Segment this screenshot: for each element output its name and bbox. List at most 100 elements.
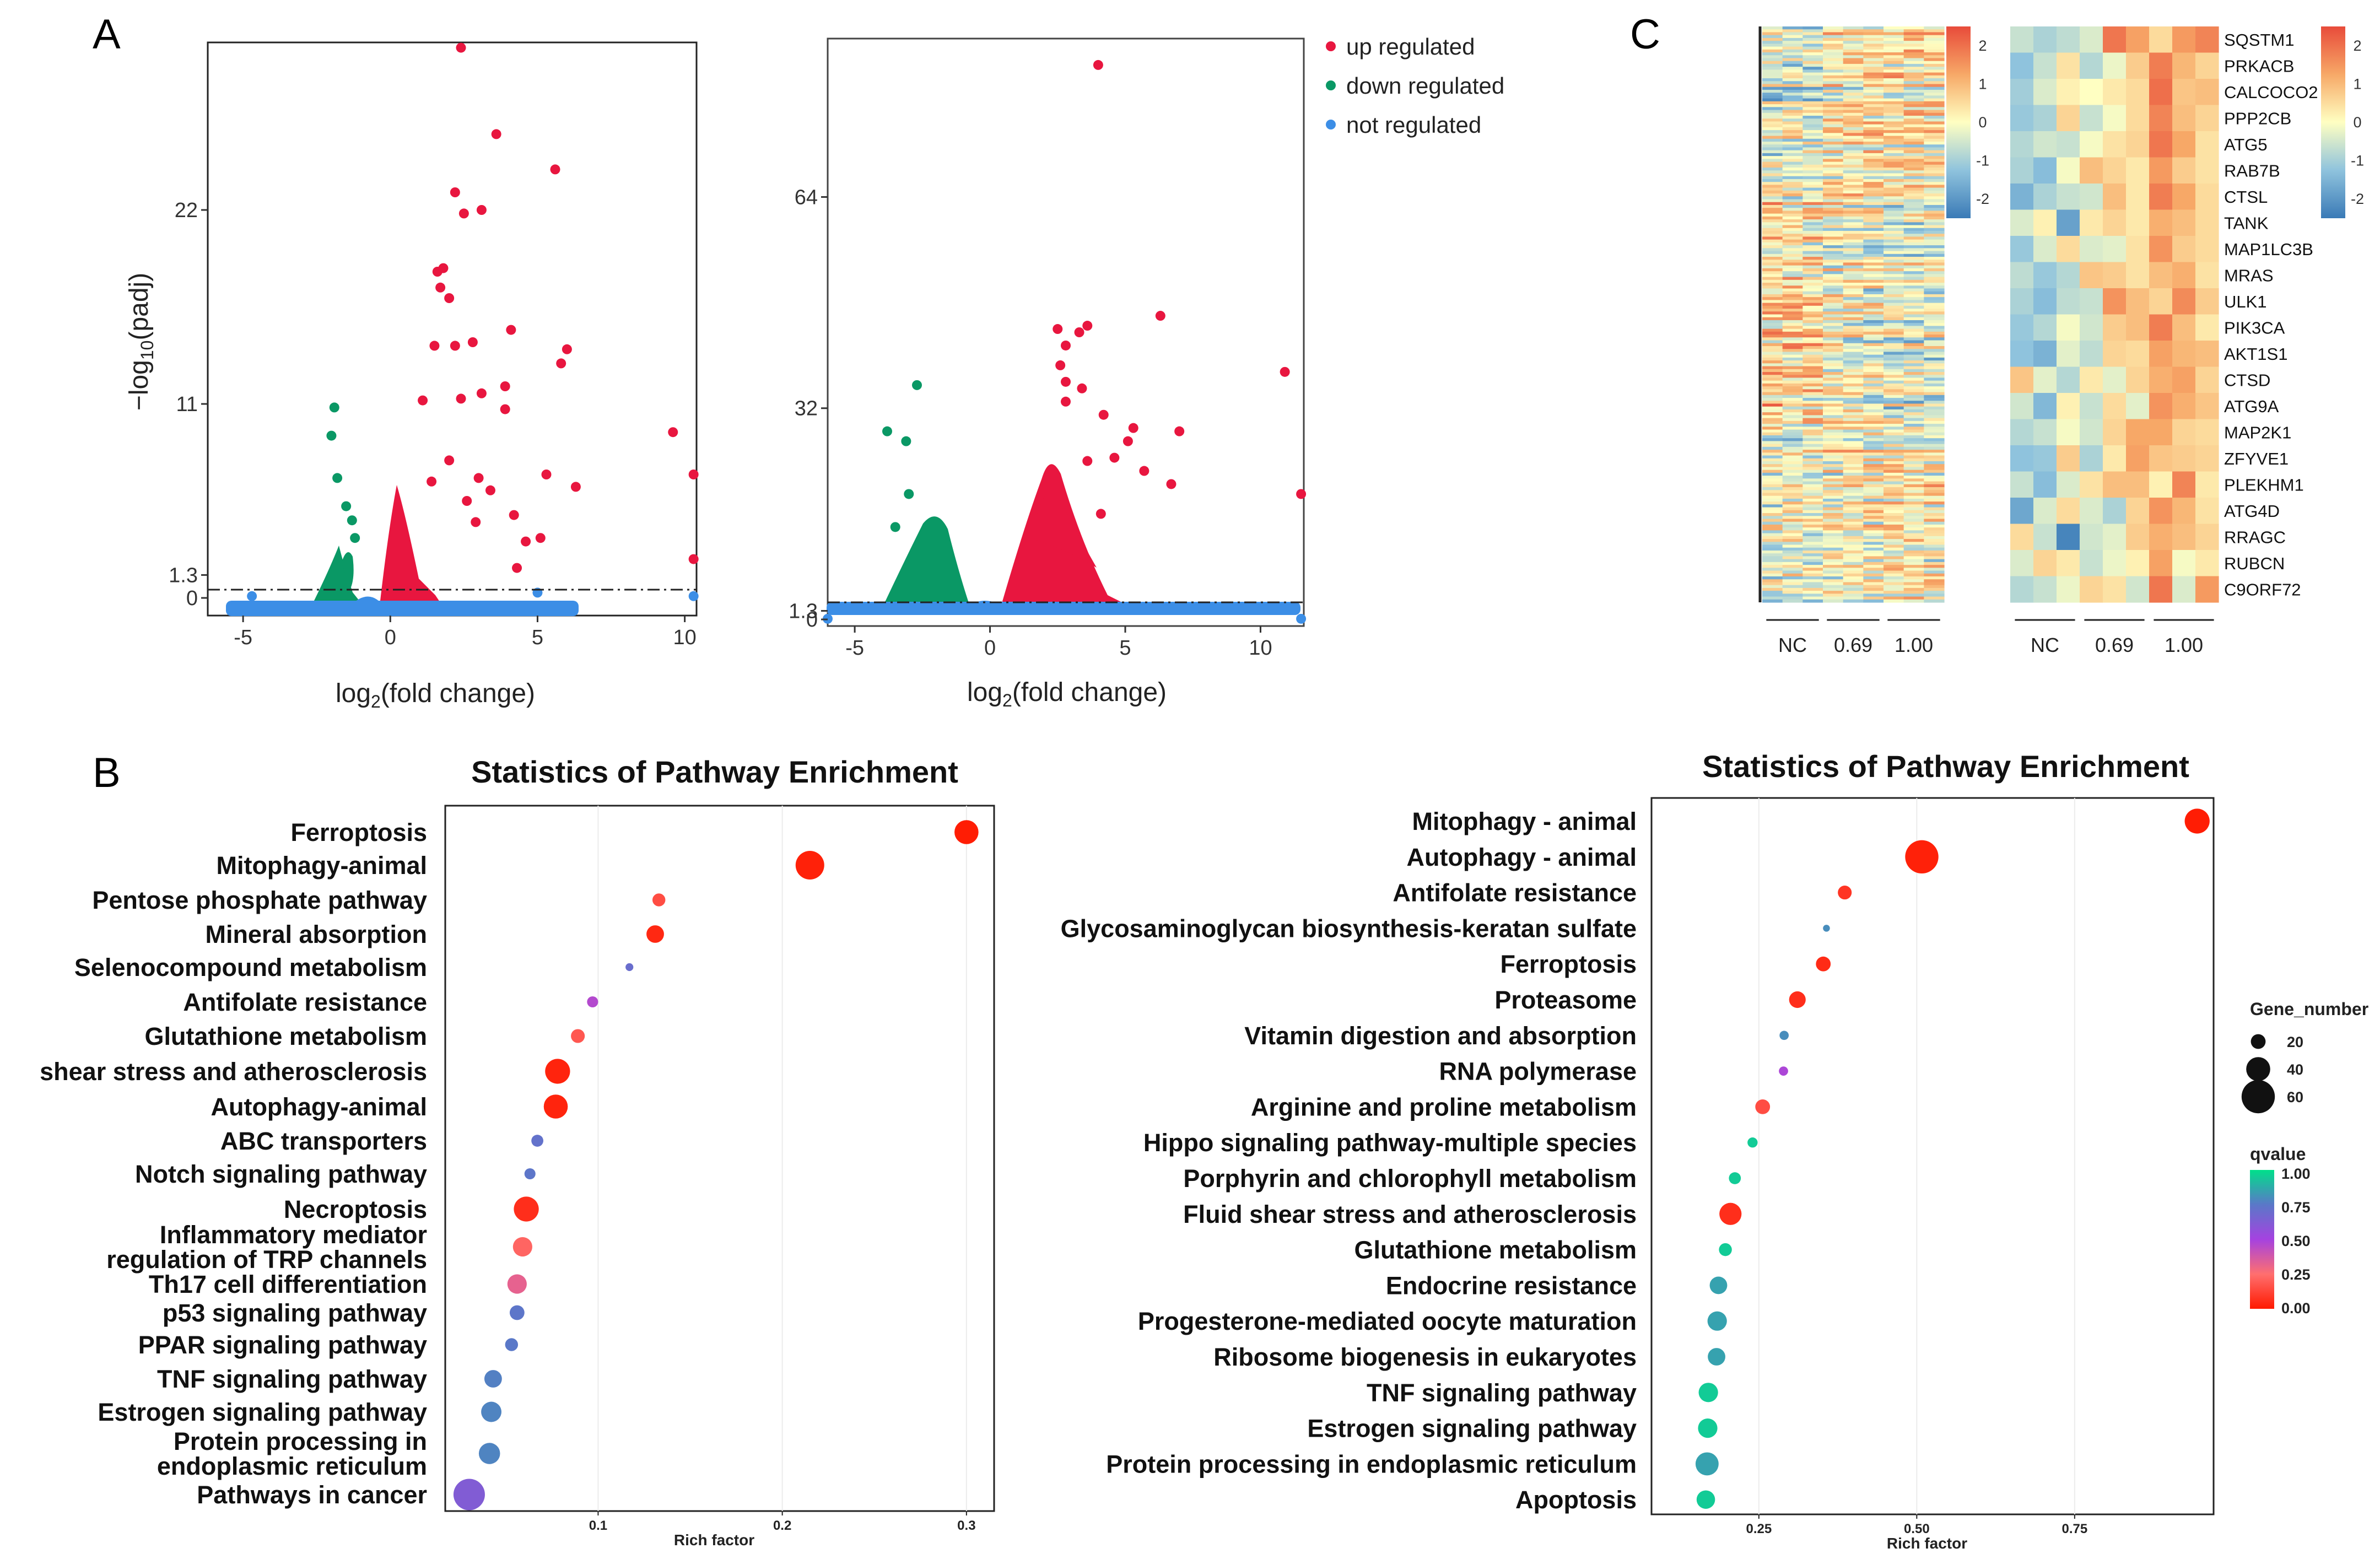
heatmap-all-cell — [1863, 32, 1884, 36]
enrichment-left-pathway-label: Antifolate resistance — [183, 988, 427, 1016]
heatmap-all-cell — [1762, 121, 1783, 125]
enrichment-left-point — [481, 1401, 501, 1422]
heatmap-all-cell — [1762, 142, 1783, 145]
enrichment-left-point — [543, 1094, 568, 1119]
heatmap-all-cell — [1823, 268, 1844, 272]
heatmap-all-cell — [1863, 573, 1884, 577]
enrichment-left-point — [478, 1443, 500, 1464]
heatmap-autophagy-cell — [2126, 26, 2150, 53]
heatmap-all-cell — [1823, 208, 1844, 211]
heatmap-autophagy-cell — [2010, 576, 2034, 603]
heatmap-all-cell — [1823, 495, 1844, 499]
heatmap-all-cell — [1843, 182, 1864, 185]
heatmap-all-cell — [1884, 490, 1904, 494]
heatmap-all-cell — [1802, 582, 1823, 586]
volcano-left-xlabel: log2(fold change) — [336, 679, 535, 711]
heatmap-all-cell — [1823, 245, 1844, 249]
heatmap-all-cell — [1782, 331, 1803, 335]
heatmap-all-cell — [1843, 37, 1864, 41]
heatmap-all-cell — [1762, 271, 1783, 274]
heatmap-all-cell — [1782, 346, 1803, 349]
heatmap-all-cell — [1843, 115, 1864, 119]
heatmap-all-cell — [1823, 539, 1844, 542]
volcano-right-point — [1061, 376, 1071, 387]
panel-label-c: C — [1630, 11, 1660, 58]
heatmap-all-cell — [1802, 458, 1823, 462]
heatmap-all-cell — [1782, 58, 1803, 62]
heatmap-all-cell — [1863, 75, 1884, 79]
heatmap-all-cell — [1863, 297, 1884, 300]
heatmap-all-cell — [1843, 337, 1864, 341]
heatmap-all-cell — [1762, 418, 1783, 422]
heatmap-autophagy-cell — [2080, 419, 2103, 446]
volcano-left-point — [500, 404, 510, 414]
heatmap-all-cell — [1903, 444, 1924, 447]
heatmap-all-cell — [1782, 32, 1803, 36]
heatmap-all-cell — [1903, 510, 1924, 514]
enrichment-left-pathway-label: p53 signaling pathway — [163, 1299, 427, 1327]
heatmap-all-cell — [1762, 44, 1783, 47]
enrichment-left-pathway-label: Mitophagy-animal — [216, 851, 427, 880]
heatmap-all-cell — [1863, 84, 1884, 88]
heatmap-all-cell — [1762, 190, 1783, 194]
heatmap-all-cell — [1762, 481, 1783, 485]
legend-size-title: Gene_number — [2250, 999, 2368, 1019]
heatmap-all-cell — [1924, 187, 1945, 191]
heatmap-all-cell — [1782, 519, 1803, 522]
heatmap-autophagy-cell — [2010, 157, 2034, 184]
volcano-right-point — [1155, 311, 1165, 321]
heatmap-all-cell — [1823, 478, 1844, 482]
heatmap-all-cell — [1924, 44, 1945, 47]
volcano-left-point — [473, 473, 484, 483]
heatmap-all-cell — [1843, 579, 1864, 583]
heatmap-all-cell — [1884, 596, 1904, 600]
enrichment-right-xlabel: Rich factor — [1887, 1535, 1967, 1552]
heatmap-autophagy-cell — [2195, 524, 2219, 551]
heatmap-all-cell — [1884, 213, 1904, 217]
heatmap-all-cell — [1924, 176, 1945, 180]
heatmap-all-cell — [1782, 498, 1803, 502]
heatmap-all-cell — [1823, 326, 1844, 330]
heatmap-all-cell — [1843, 507, 1864, 511]
heatmap-all-cell — [1884, 288, 1904, 292]
heatmap-all-cell — [1782, 455, 1803, 459]
heatmap-all-cell — [1924, 398, 1945, 401]
heatmap-all-cell — [1924, 481, 1945, 485]
heatmap-autophagy-cell — [2057, 52, 2080, 79]
heatmap-all-cell — [1903, 533, 1924, 537]
heatmap-all-cell — [1802, 472, 1823, 476]
heatmap-all-cell — [1762, 484, 1783, 488]
heatmap-all-cell — [1802, 242, 1823, 246]
heatmap-all-cell — [1903, 26, 1924, 30]
heatmap-all-cell — [1863, 418, 1884, 422]
heatmap-all-cell — [1762, 144, 1783, 148]
heatmap-all-cell — [1924, 89, 1945, 93]
heatmap-all-cell — [1782, 570, 1803, 574]
heatmap-all-cell — [1823, 331, 1844, 335]
heatmap-all-cell — [1863, 481, 1884, 485]
heatmap-all-cell — [1823, 487, 1844, 490]
heatmap-all-cell — [1924, 513, 1945, 516]
heatmap-autophagy-cell — [2172, 184, 2196, 211]
heatmap-all-cell — [1843, 67, 1864, 70]
heatmap-all-cell — [1762, 196, 1783, 200]
heatmap-all-cell — [1802, 521, 1823, 525]
heatmap-all-cell — [1924, 147, 1945, 151]
heatmap-all-cell — [1802, 513, 1823, 516]
heatmap-all-cell — [1924, 283, 1945, 286]
heatmap-all-cell — [1884, 297, 1904, 300]
heatmap-all-cell — [1924, 26, 1945, 30]
heatmap-all-cell — [1782, 262, 1803, 266]
heatmap-autophagy-colorbar-tick: 1 — [2353, 75, 2361, 92]
heatmap-all-cell — [1863, 257, 1884, 260]
heatmap-autophagy-cell — [2126, 52, 2150, 79]
heatmap-all-cell — [1782, 547, 1803, 551]
heatmap-all-cell — [1823, 285, 1844, 289]
legend-label: not regulated — [1346, 112, 1481, 138]
heatmap-all-cell — [1823, 32, 1844, 36]
heatmap-all-cell — [1903, 317, 1924, 321]
heatmap-all-cell — [1802, 216, 1823, 220]
heatmap-all-cell — [1924, 452, 1945, 456]
heatmap-autophagy-cell — [2149, 236, 2173, 263]
heatmap-all-cell — [1863, 452, 1884, 456]
